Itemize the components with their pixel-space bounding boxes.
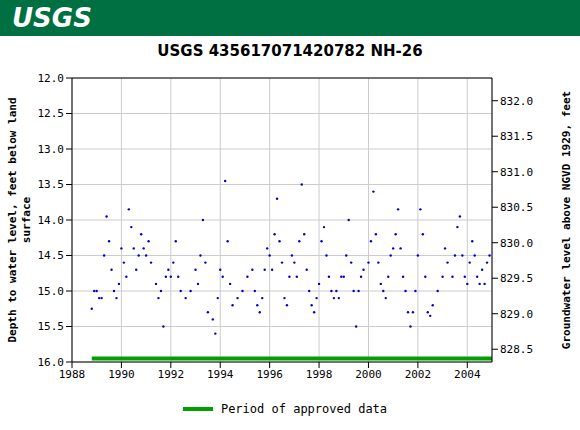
svg-text:831.5: 831.5 xyxy=(500,130,533,143)
svg-text:surface: surface xyxy=(20,196,33,243)
svg-text:12.0: 12.0 xyxy=(38,72,65,85)
svg-text:16.0: 16.0 xyxy=(38,356,65,369)
svg-text:15.0: 15.0 xyxy=(38,285,65,298)
svg-text:828.5: 828.5 xyxy=(500,343,533,356)
svg-text:1992: 1992 xyxy=(158,368,185,381)
svg-text:2002: 2002 xyxy=(405,368,432,381)
svg-text:1988: 1988 xyxy=(59,368,86,381)
svg-text:13.5: 13.5 xyxy=(38,178,65,191)
svg-text:2004: 2004 xyxy=(454,368,481,381)
svg-text:12.5: 12.5 xyxy=(38,107,65,120)
svg-text:14.5: 14.5 xyxy=(38,249,65,262)
svg-text:2000: 2000 xyxy=(355,368,382,381)
svg-text:830.0: 830.0 xyxy=(500,237,533,250)
svg-text:829.5: 829.5 xyxy=(500,272,533,285)
html-text:Period of approved data: Period of approved data xyxy=(220,402,388,416)
svg-text:Depth to water level, feet bel: Depth to water level, feet below land xyxy=(8,97,19,342)
svg-text:829.0: 829.0 xyxy=(500,308,533,321)
svg-text:830.5: 830.5 xyxy=(500,201,533,214)
svg-text:1996: 1996 xyxy=(256,368,283,381)
svg-text:1998: 1998 xyxy=(306,368,333,381)
svg-text:1994: 1994 xyxy=(207,368,234,381)
svg-text:831.0: 831.0 xyxy=(500,166,533,179)
svg-text:832.0: 832.0 xyxy=(500,95,533,108)
svg-text:14.0: 14.0 xyxy=(38,214,65,227)
html-text:USGS: USGS xyxy=(12,3,92,33)
svg-text:15.5: 15.5 xyxy=(38,320,65,333)
html-text:USGS 435617071420782 NH-26: USGS 435617071420782 NH-26 xyxy=(157,42,423,60)
svg-text:13.0: 13.0 xyxy=(38,143,65,156)
svg-text:1990: 1990 xyxy=(108,368,135,381)
svg-text:Groundwater level above NGVD 1: Groundwater level above NGVD 1929, feet xyxy=(560,91,572,349)
